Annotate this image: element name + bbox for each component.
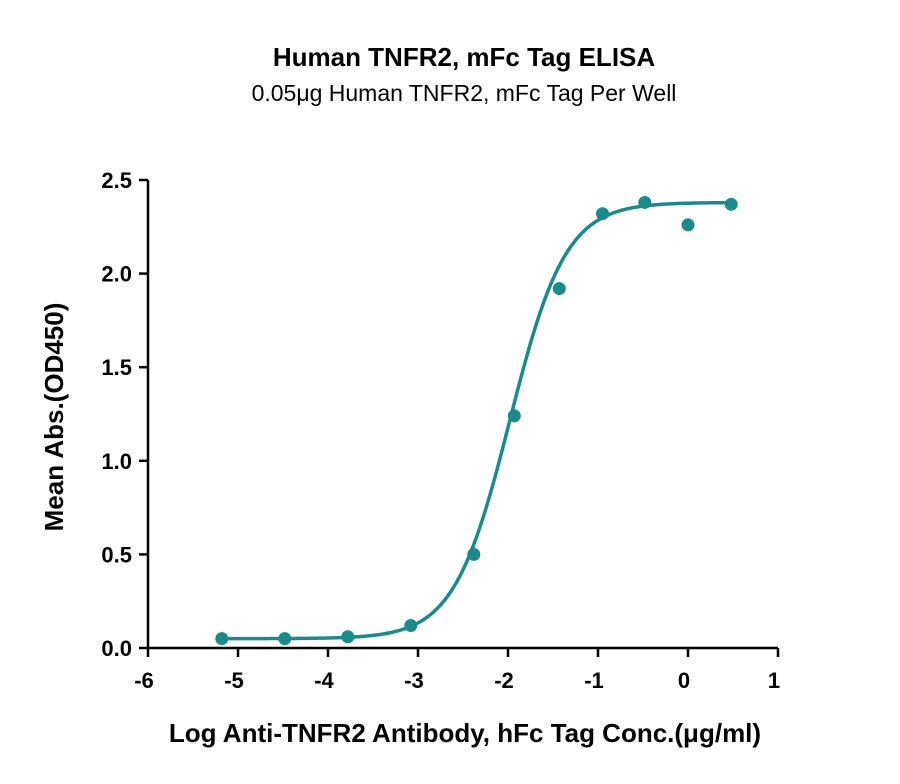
chart-subtitle: 0.05μg Human TNFR2, mFc Tag Per Well [252,80,677,106]
y-tick-label: 1.0 [101,449,132,474]
data-point [552,282,566,296]
data-point [724,197,738,211]
data-point [681,218,695,232]
data-point [596,207,609,221]
x-tick-label: -1 [584,668,604,693]
y-axis-label: Mean Abs.(OD450) [39,303,69,532]
y-axis: 0.0 0.5 1.0 1.5 2.0 2.5 [101,168,150,661]
y-tick-label: 2.0 [101,262,132,287]
x-tick-label: 1 [768,668,780,693]
data-point [215,632,229,646]
x-axis: -6 -5 -4 -3 -2 -1 0 1 [134,646,780,693]
x-tick-label: -5 [224,668,244,693]
data-point [404,619,418,633]
x-tick-label: -6 [134,668,154,693]
chart-title: Human TNFR2, mFc Tag ELISA [273,42,656,72]
data-points-layer [215,195,738,646]
y-tick-label: 2.5 [101,168,132,193]
x-tick-label: -4 [314,668,334,693]
y-tick-label: 1.5 [101,355,132,380]
y-tick-label: 0.0 [101,636,132,661]
data-point [507,409,521,423]
data-point [278,632,292,646]
plot-area: 0.0 0.5 1.0 1.5 2.0 2.5 -6 -5 -4 -3 -2 -1 0 1 [101,168,780,693]
data-point [341,630,355,644]
x-axis-label: Log Anti-TNFR2 Antibody, hFc Tag Conc.(μ… [169,718,761,748]
fit-curve-layer [221,200,732,641]
fit-curve [221,200,732,641]
x-tick-label: -2 [494,668,514,693]
data-point [638,195,652,209]
x-tick-label: -3 [404,668,424,693]
data-point [467,547,481,561]
y-tick-label: 0.5 [101,542,132,567]
x-tick-label: 0 [678,668,690,693]
